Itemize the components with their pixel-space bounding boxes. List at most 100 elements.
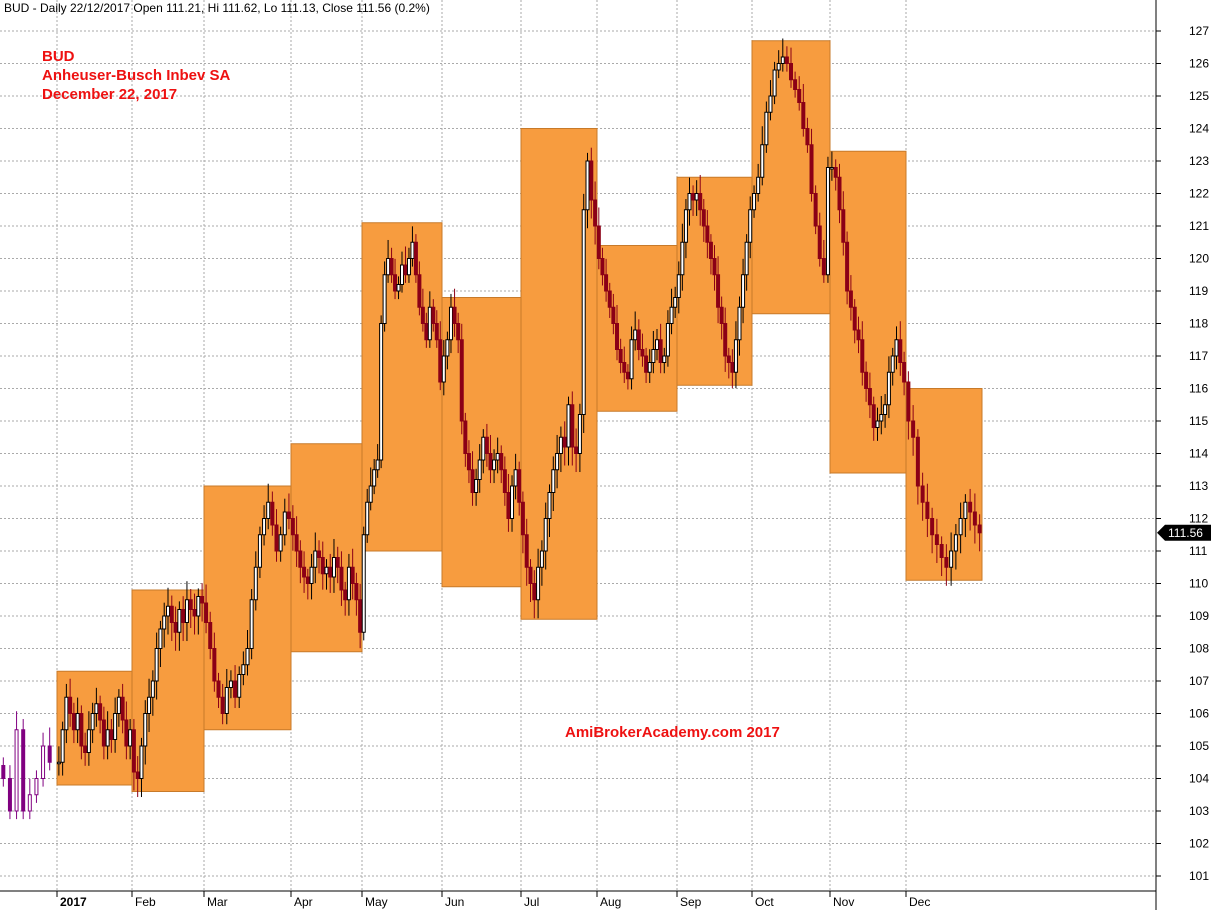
candle-body — [249, 599, 254, 649]
candle-body — [154, 648, 159, 682]
x-tick-label: Nov — [833, 895, 854, 909]
x-tick-label: 2017 — [60, 895, 87, 909]
candle-body — [262, 518, 267, 536]
candle-body — [629, 339, 634, 380]
candle-body — [427, 306, 432, 341]
ticker-title: BUD — [42, 48, 75, 65]
candle-body — [68, 696, 73, 714]
candle-body — [566, 404, 571, 448]
candle-body — [694, 193, 699, 201]
y-tick-label: 119 — [1189, 284, 1208, 298]
candle-body — [245, 648, 250, 666]
candle-body — [237, 674, 242, 698]
candle-body — [116, 696, 121, 714]
y-tick-label: 114 — [1189, 447, 1208, 461]
candle-body — [441, 355, 446, 383]
candle-body — [615, 323, 619, 350]
candle-body — [925, 501, 930, 519]
candle-body — [424, 323, 429, 341]
candle-body — [328, 566, 333, 578]
candle-body — [135, 771, 140, 779]
candle-body — [817, 225, 822, 259]
y-tick-label: 103 — [1189, 804, 1209, 818]
candle-body — [324, 566, 329, 575]
candle-body — [920, 485, 925, 503]
candle-body — [274, 524, 279, 552]
candle-body — [192, 609, 197, 617]
candle-body — [34, 778, 39, 796]
candle-body — [350, 566, 355, 584]
candle-body — [708, 241, 713, 259]
candle-body — [282, 511, 287, 536]
candle-body — [147, 696, 152, 714]
last-price-marker — [1157, 524, 1211, 541]
y-tick-label: 127 — [1189, 24, 1209, 38]
candle-body — [365, 501, 370, 536]
y-tick-label: 110 — [1189, 577, 1208, 591]
y-tick-label: 104 — [1189, 772, 1209, 786]
candle-body — [228, 680, 233, 688]
candle-body — [801, 102, 806, 129]
month-range-box — [829, 150, 907, 474]
candle-body — [196, 596, 201, 617]
candle-body — [524, 534, 529, 568]
candle-body — [944, 557, 949, 568]
candle-body — [532, 583, 537, 601]
candle-body — [600, 258, 605, 276]
candle-body — [647, 362, 652, 373]
candle-body — [98, 703, 103, 721]
candle-body — [536, 566, 541, 601]
candle-body — [294, 534, 299, 552]
candle-body — [748, 209, 753, 243]
candles — [1, 38, 982, 820]
candle-body — [585, 160, 590, 211]
x-tick-label: Aug — [600, 895, 621, 909]
candle-body — [669, 306, 674, 324]
y-tick-label: 112 — [1189, 512, 1208, 526]
candle-body — [188, 599, 193, 610]
candle-body — [162, 615, 167, 630]
candle-body — [510, 485, 515, 519]
candle-body — [968, 501, 973, 513]
y-tick-label: 109 — [1189, 609, 1209, 623]
candle-body — [784, 56, 789, 64]
candle-body — [593, 199, 598, 227]
candle-body — [528, 566, 533, 584]
candle-body — [821, 258, 826, 276]
candle-body — [184, 599, 189, 623]
candle-body — [313, 550, 318, 568]
candle-body — [413, 241, 418, 276]
candle-body — [438, 339, 443, 383]
candle-body — [309, 566, 314, 584]
candle-body — [216, 680, 221, 698]
x-tick-label: Feb — [135, 895, 156, 909]
candle-body — [302, 566, 307, 578]
y-tick-label: 124 — [1189, 122, 1209, 136]
candle-body — [589, 160, 594, 201]
candle-body — [417, 274, 422, 308]
candle-body — [266, 501, 271, 519]
candle-body — [574, 446, 579, 454]
candle-body — [539, 550, 544, 568]
company-title: Anheuser-Busch Inbev SA — [42, 67, 231, 84]
candle-body — [752, 193, 757, 211]
candle-body — [166, 605, 170, 617]
candle-body — [658, 339, 663, 363]
candle-body — [691, 193, 696, 201]
candle-body — [958, 518, 963, 536]
y-tick-label: 123 — [1189, 154, 1209, 168]
candle-body — [890, 355, 895, 373]
candle-body — [466, 453, 471, 471]
candle-body — [143, 713, 148, 747]
x-tick-label: Jul — [524, 895, 539, 909]
candle-body — [124, 719, 129, 747]
candle-body — [733, 339, 738, 373]
candle-body — [577, 414, 582, 454]
candle-body — [463, 420, 468, 454]
candle-body — [331, 557, 336, 578]
y-tick-label: 122 — [1189, 187, 1209, 201]
y-tick-label: 115 — [1189, 414, 1208, 428]
y-tick-label: 108 — [1189, 642, 1209, 656]
candle-body — [101, 719, 106, 747]
candle-body — [290, 518, 295, 536]
